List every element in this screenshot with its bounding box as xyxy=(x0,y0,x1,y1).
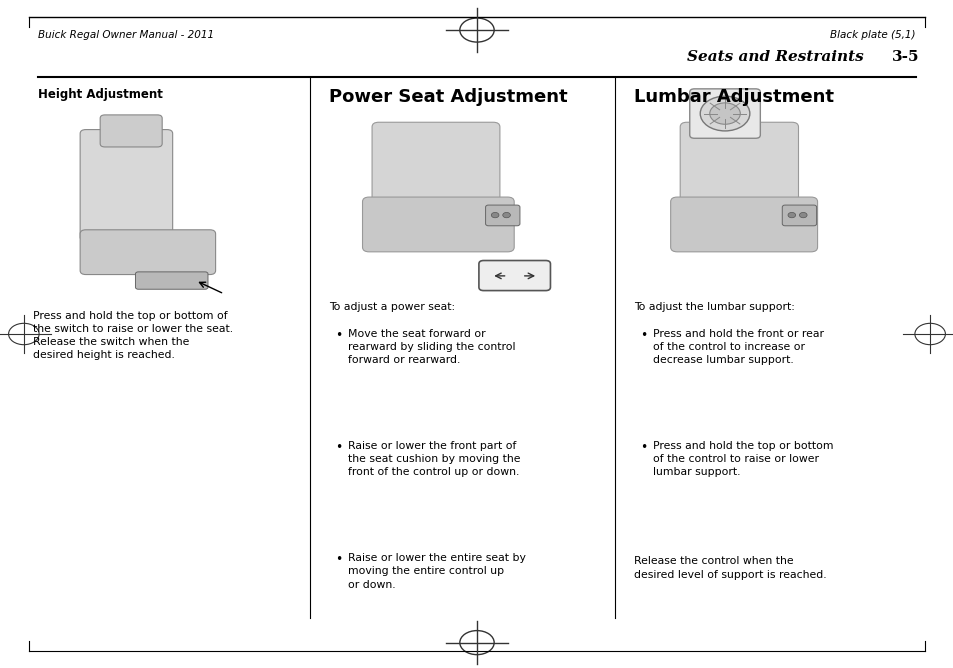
Circle shape xyxy=(502,212,510,218)
Text: Press and hold the top or bottom
of the control to raise or lower
lumbar support: Press and hold the top or bottom of the … xyxy=(653,441,833,477)
Text: •: • xyxy=(639,329,647,341)
FancyBboxPatch shape xyxy=(670,197,817,252)
Circle shape xyxy=(700,96,749,131)
FancyBboxPatch shape xyxy=(372,122,499,208)
Text: To adjust a power seat:: To adjust a power seat: xyxy=(329,302,455,312)
Text: •: • xyxy=(335,553,342,566)
Text: Move the seat forward or
rearward by sliding the control
forward or rearward.: Move the seat forward or rearward by sli… xyxy=(348,329,516,365)
Text: •: • xyxy=(335,441,342,454)
Text: Seats and Restraints: Seats and Restraints xyxy=(686,50,862,63)
FancyBboxPatch shape xyxy=(100,115,162,147)
Text: Press and hold the front or rear
of the control to increase or
decrease lumbar s: Press and hold the front or rear of the … xyxy=(653,329,823,365)
Text: Power Seat Adjustment: Power Seat Adjustment xyxy=(329,88,567,106)
Text: Buick Regal Owner Manual - 2011: Buick Regal Owner Manual - 2011 xyxy=(38,30,214,40)
Text: •: • xyxy=(335,329,342,341)
FancyBboxPatch shape xyxy=(80,130,172,241)
Text: •: • xyxy=(639,441,647,454)
Circle shape xyxy=(787,212,795,218)
Text: 3-5: 3-5 xyxy=(891,50,919,63)
Text: Lumbar Adjustment: Lumbar Adjustment xyxy=(634,88,834,106)
Circle shape xyxy=(799,212,806,218)
FancyBboxPatch shape xyxy=(679,122,798,208)
Text: To adjust the lumbar support:: To adjust the lumbar support: xyxy=(634,302,795,312)
Text: Raise or lower the entire seat by
moving the entire control up
or down.: Raise or lower the entire seat by moving… xyxy=(348,553,525,589)
FancyBboxPatch shape xyxy=(80,230,215,275)
FancyBboxPatch shape xyxy=(478,261,550,291)
FancyBboxPatch shape xyxy=(362,197,514,252)
Circle shape xyxy=(709,103,740,124)
Text: Height Adjustment: Height Adjustment xyxy=(38,88,163,101)
FancyBboxPatch shape xyxy=(485,205,519,226)
Text: Raise or lower the front part of
the seat cushion by moving the
front of the con: Raise or lower the front part of the sea… xyxy=(348,441,520,477)
Text: Black plate (5,1): Black plate (5,1) xyxy=(829,30,915,40)
FancyBboxPatch shape xyxy=(135,272,208,289)
FancyBboxPatch shape xyxy=(689,89,760,138)
Circle shape xyxy=(491,212,498,218)
Text: Release the control when the
desired level of support is reached.: Release the control when the desired lev… xyxy=(634,556,826,580)
Text: Press and hold the top or bottom of
the switch to raise or lower the seat.
Relea: Press and hold the top or bottom of the … xyxy=(33,311,233,360)
FancyBboxPatch shape xyxy=(781,205,816,226)
